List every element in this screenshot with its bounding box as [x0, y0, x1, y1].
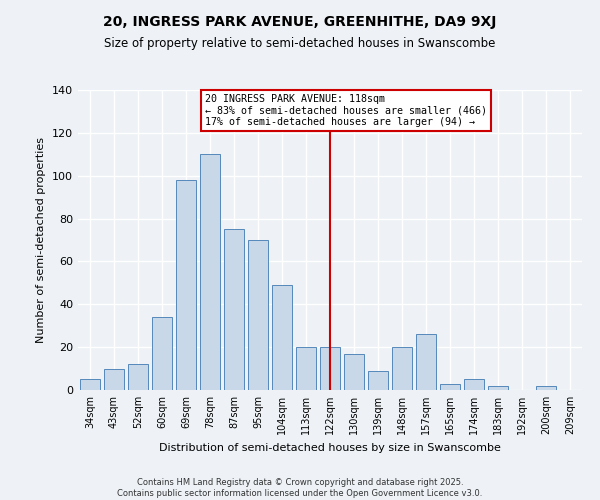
- Bar: [416, 334, 436, 390]
- Bar: [248, 240, 268, 390]
- Bar: [128, 364, 148, 390]
- Bar: [200, 154, 220, 390]
- Bar: [488, 386, 508, 390]
- Bar: [296, 347, 316, 390]
- Bar: [104, 368, 124, 390]
- Bar: [440, 384, 460, 390]
- Bar: [176, 180, 196, 390]
- Bar: [368, 370, 388, 390]
- Bar: [80, 380, 100, 390]
- Bar: [152, 317, 172, 390]
- Y-axis label: Number of semi-detached properties: Number of semi-detached properties: [37, 137, 46, 343]
- Bar: [464, 380, 484, 390]
- Bar: [224, 230, 244, 390]
- Bar: [392, 347, 412, 390]
- X-axis label: Distribution of semi-detached houses by size in Swanscombe: Distribution of semi-detached houses by …: [159, 442, 501, 452]
- Text: 20 INGRESS PARK AVENUE: 118sqm
← 83% of semi-detached houses are smaller (466)
1: 20 INGRESS PARK AVENUE: 118sqm ← 83% of …: [205, 94, 487, 128]
- Text: Contains HM Land Registry data © Crown copyright and database right 2025.
Contai: Contains HM Land Registry data © Crown c…: [118, 478, 482, 498]
- Text: Size of property relative to semi-detached houses in Swanscombe: Size of property relative to semi-detach…: [104, 38, 496, 51]
- Bar: [536, 386, 556, 390]
- Bar: [272, 285, 292, 390]
- Bar: [344, 354, 364, 390]
- Bar: [320, 347, 340, 390]
- Text: 20, INGRESS PARK AVENUE, GREENHITHE, DA9 9XJ: 20, INGRESS PARK AVENUE, GREENHITHE, DA9…: [103, 15, 497, 29]
